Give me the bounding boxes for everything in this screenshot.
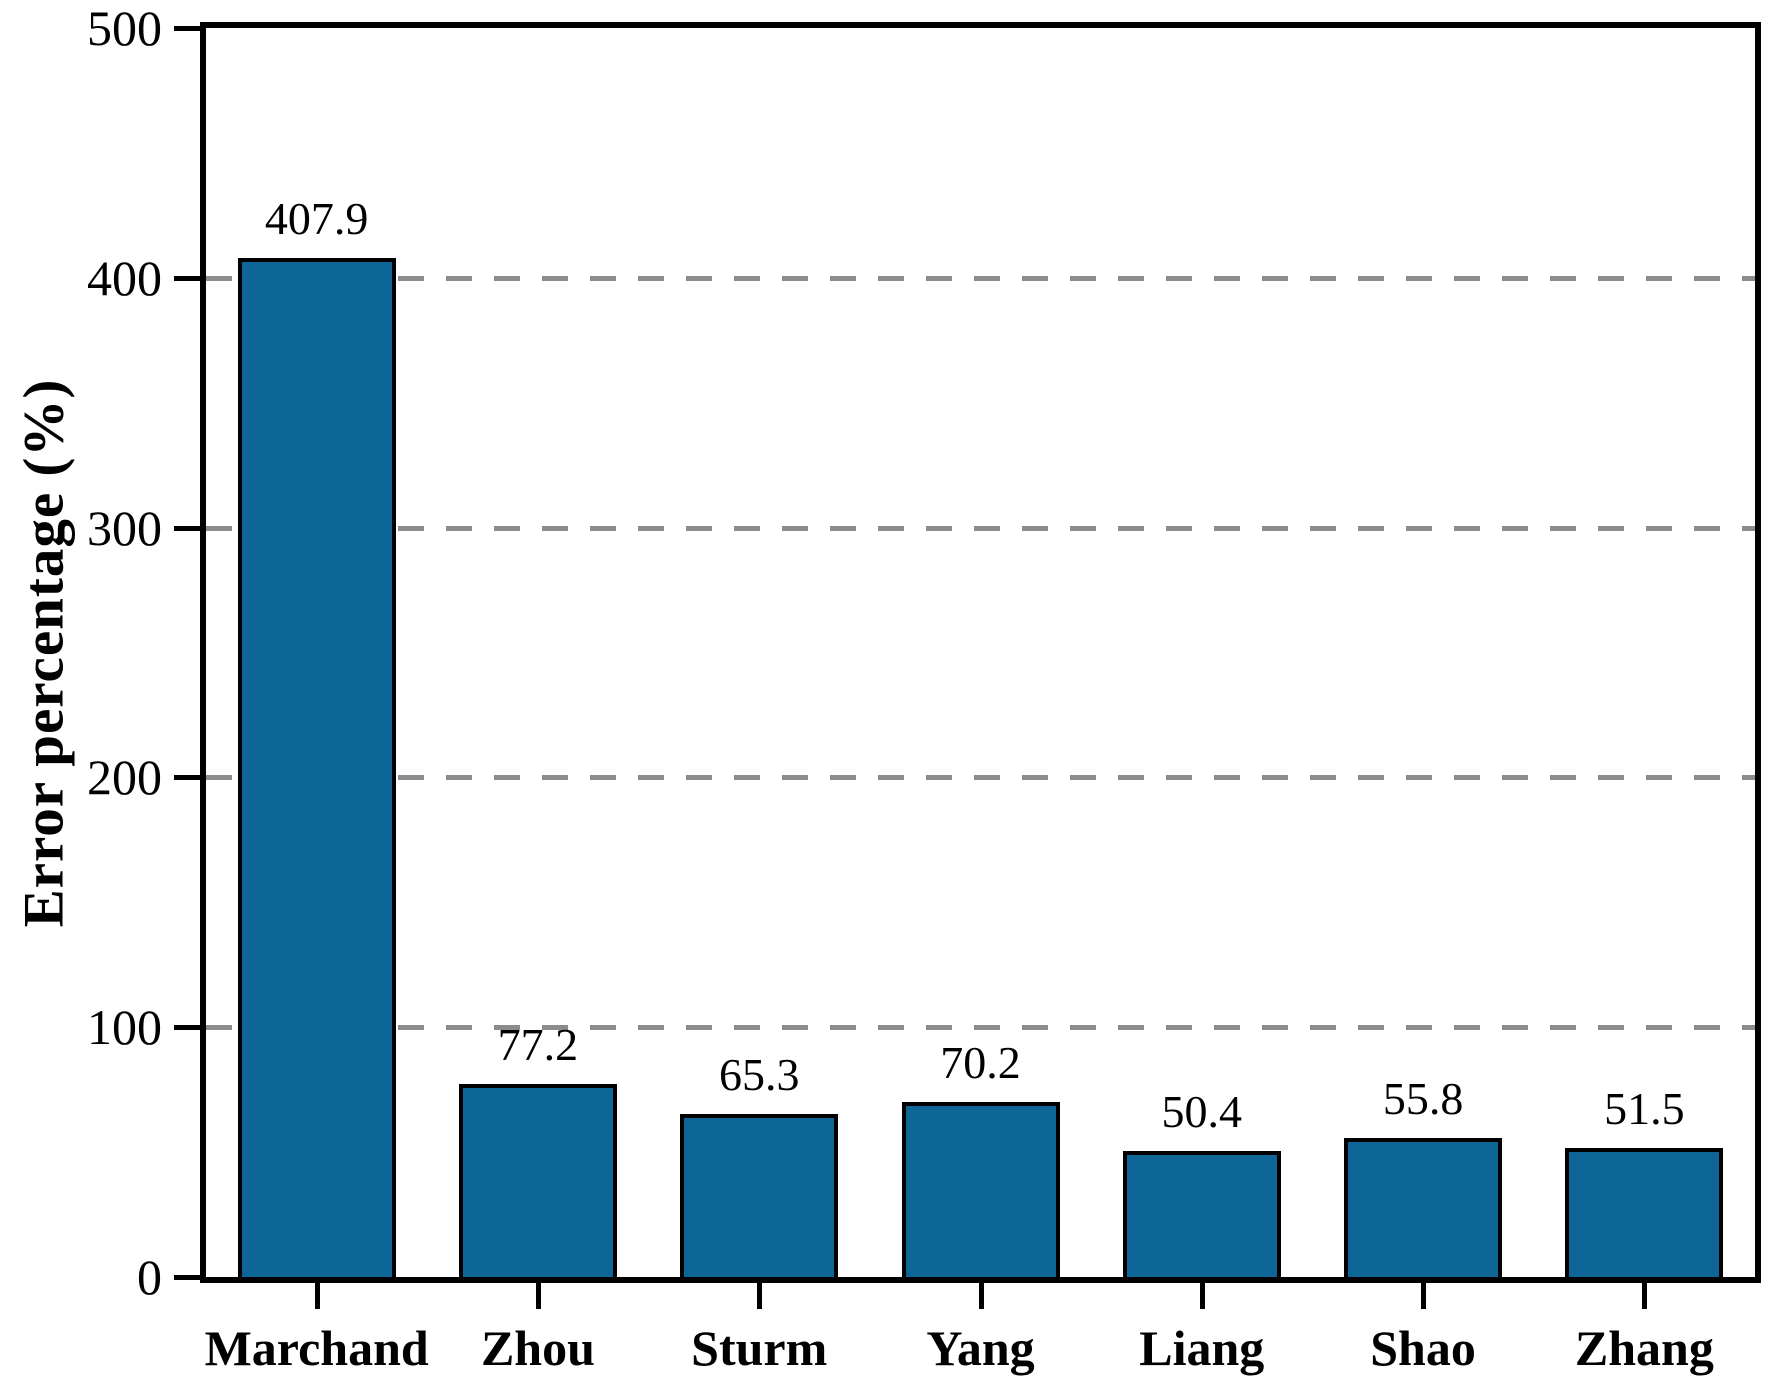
x-tick-marchand bbox=[314, 1283, 320, 1309]
y-tick-300 bbox=[174, 525, 200, 531]
y-tick-200 bbox=[174, 775, 200, 781]
x-tick-liang bbox=[1199, 1283, 1205, 1309]
bar-value-marchand: 407.9 bbox=[264, 193, 369, 245]
y-tick-label-300: 300 bbox=[87, 499, 162, 556]
bar-zhang bbox=[1565, 1148, 1724, 1277]
bar-zhou bbox=[458, 1084, 617, 1277]
bar-yang bbox=[901, 1101, 1060, 1277]
bar-value-zhang: 51.5 bbox=[1604, 1083, 1685, 1135]
gridline-400 bbox=[206, 275, 1755, 281]
y-tick-label-500: 500 bbox=[87, 0, 162, 56]
y-tick-label-400: 400 bbox=[87, 249, 162, 306]
x-tick-label-liang: Liang bbox=[1139, 1320, 1265, 1376]
y-tick-label-0: 0 bbox=[137, 1249, 162, 1305]
gridline-200 bbox=[206, 775, 1755, 781]
x-tick-sturm bbox=[757, 1283, 763, 1309]
y-tick-400 bbox=[174, 275, 200, 281]
bar-sturm bbox=[680, 1113, 839, 1277]
x-tick-yang bbox=[978, 1283, 984, 1309]
x-tick-label-shao: Shao bbox=[1370, 1320, 1476, 1376]
bar-liang bbox=[1122, 1151, 1281, 1277]
gridline-100 bbox=[206, 1025, 1755, 1031]
bar-value-liang: 50.4 bbox=[1161, 1086, 1243, 1138]
y-tick-100 bbox=[174, 1025, 200, 1031]
x-tick-label-zhang: Zhang bbox=[1574, 1320, 1714, 1376]
x-tick-zhou bbox=[535, 1283, 541, 1309]
x-tick-zhang bbox=[1642, 1283, 1648, 1309]
x-tick-label-zhou: Zhou bbox=[480, 1320, 595, 1376]
plot-area-frame bbox=[200, 22, 1761, 1283]
y-tick-label-200: 200 bbox=[87, 749, 162, 806]
bar-value-zhou: 77.2 bbox=[497, 1019, 579, 1071]
x-tick-label-marchand: Marchand bbox=[204, 1320, 429, 1376]
x-tick-label-yang: Yang bbox=[926, 1320, 1035, 1376]
x-tick-shao bbox=[1421, 1283, 1427, 1309]
y-tick-0 bbox=[174, 1275, 200, 1280]
bar-value-shao: 55.8 bbox=[1382, 1072, 1464, 1124]
y-tick-500 bbox=[174, 26, 200, 31]
bar-value-sturm: 65.3 bbox=[718, 1048, 800, 1100]
bar-marchand bbox=[237, 258, 396, 1277]
bar-shao bbox=[1344, 1137, 1503, 1277]
x-tick-label-sturm: Sturm bbox=[691, 1320, 828, 1376]
y-tick-label-100: 100 bbox=[87, 999, 162, 1056]
y-axis-title: Error percentage (%) bbox=[12, 378, 76, 927]
bar-value-yang: 70.2 bbox=[940, 1036, 1021, 1088]
gridline-300 bbox=[206, 525, 1755, 531]
